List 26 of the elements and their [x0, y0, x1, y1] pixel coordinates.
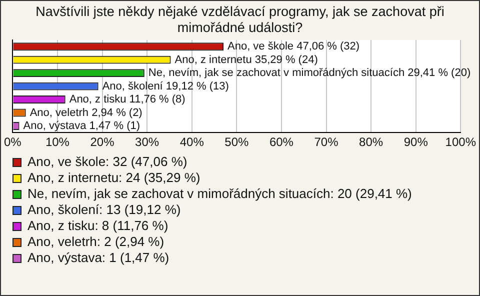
data-label: Ano, veletrh 2,94 % (2)	[30, 106, 142, 119]
x-tick-label: 100%	[445, 135, 476, 150]
data-label: Ano, z internetu 35,29 % (24)	[174, 54, 318, 66]
x-tick-label: 40%	[180, 135, 204, 150]
data-label: Ano, výstava 1,47 % (1)	[23, 120, 140, 132]
legend-label: Ne, nevím, jak se zachovat v mimořádných situacích: 20 (29,41 %)	[28, 186, 412, 202]
x-tick-label: 0%	[4, 135, 22, 150]
x-tick-label: 20%	[90, 135, 115, 150]
legend-label: Ano, školení: 13 (19,12 %)	[28, 202, 181, 218]
legend-label: Ano, výstava: 1 (1,47 %)	[28, 250, 170, 266]
x-tick-label: 60%	[269, 135, 294, 150]
data-label: Ano, z tisku 11,76 % (8)	[69, 94, 186, 106]
x-tick-label: 10%	[45, 135, 70, 150]
legend-label: Ano, z internetu: 24 (35,29 %)	[28, 170, 200, 186]
data-label: Ne, nevím, jak se zachovat v mimořádných situacích 29,41 % (20)	[148, 67, 471, 80]
x-tick-label: 70%	[314, 135, 339, 150]
x-tick-label: 90%	[404, 135, 428, 150]
data-label: Ano, ve škole 47,06 % (32)	[227, 40, 360, 53]
x-tick-label: 30%	[135, 135, 160, 150]
legend-label: Ano, ve škole: 32 (47,06 %)	[28, 154, 188, 170]
chart-title: Navštívili jste někdy nějaké vzdělávací programy, jak se zachovat při mimořádné události?	[34, 3, 446, 37]
x-tick-label: 80%	[359, 135, 384, 150]
legend-label: Ano, veletrh: 2 (2,94 %)	[28, 234, 164, 250]
x-tick-label: 50%	[224, 135, 249, 150]
data-label: Ano, školení 19,12 % (13)	[102, 80, 229, 92]
legend-label: Ano, z tisku: 8 (11,76 %)	[28, 218, 168, 234]
